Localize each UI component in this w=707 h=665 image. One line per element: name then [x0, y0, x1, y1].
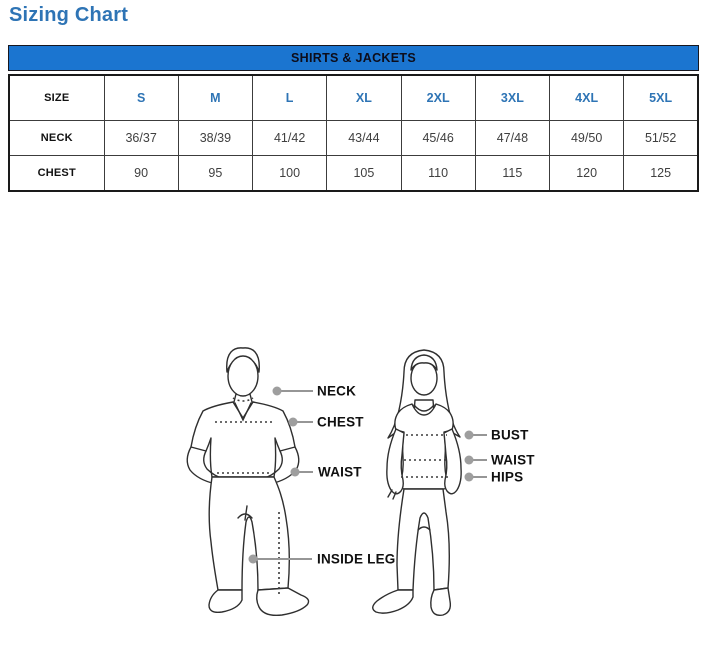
- table-cell: 38/39: [177, 120, 254, 156]
- table-cell: 51/52: [623, 120, 699, 156]
- male-figure: [186, 347, 310, 617]
- column-header-s: S: [103, 74, 179, 121]
- waist-marker-dot: [290, 467, 300, 477]
- female-hair-fringe: [410, 354, 438, 371]
- column-header-size: SIZE: [8, 74, 105, 121]
- chest-marker-dot: [288, 417, 298, 427]
- column-header-l: L: [251, 74, 328, 121]
- female-waist-marker-dot: [464, 455, 474, 465]
- row-label-neck: NECK: [8, 120, 105, 156]
- table-cell: 95: [177, 155, 254, 192]
- female-left-foot: [372, 589, 414, 614]
- inside-leg-marker-dot: [248, 554, 258, 564]
- label-waist: WAIST: [318, 464, 362, 480]
- female-left-arm: [386, 428, 405, 495]
- female-figure: [372, 349, 462, 617]
- size-table: SIZE S M L XL 2XL 3XL 4XL 5XL NECK 36/37…: [8, 74, 699, 192]
- hips-marker-dot: [464, 472, 474, 482]
- table-row-chest: CHEST 90 95 100 105 110 115 120 125: [8, 155, 699, 192]
- label-connectors: [248, 386, 487, 564]
- male-right-foot: [256, 587, 310, 617]
- table-cell: 120: [548, 155, 625, 192]
- table-cell: 125: [623, 155, 699, 192]
- table-row-neck: NECK 36/37 38/39 41/42 43/44 45/46 47/48…: [8, 120, 699, 156]
- table-cell: 36/37: [103, 120, 179, 156]
- table-cell: 105: [326, 155, 402, 192]
- male-left-foot: [208, 589, 243, 614]
- table-cell: 45/46: [400, 120, 476, 156]
- label-bust: BUST: [491, 427, 529, 443]
- row-label-chest: CHEST: [8, 155, 105, 192]
- female-right-foot: [430, 587, 452, 617]
- male-shirt: [190, 401, 296, 478]
- sizing-table-section: SHIRTS & JACKETS SIZE S M L XL 2XL 3XL 4…: [8, 45, 699, 192]
- neck-dotted-line: [232, 397, 254, 402]
- table-cell: 47/48: [474, 120, 551, 156]
- male-trousers: [208, 476, 291, 591]
- table-caption: SHIRTS & JACKETS: [8, 45, 699, 71]
- table-cell: 41/42: [251, 120, 328, 156]
- bust-marker-dot: [464, 430, 474, 440]
- column-header-3xl: 3XL: [474, 74, 551, 121]
- label-inside-leg: INSIDE LEG: [317, 551, 396, 567]
- table-cell: 49/50: [548, 120, 625, 156]
- label-neck: NECK: [317, 383, 357, 399]
- female-top: [394, 403, 454, 490]
- female-trousers: [396, 488, 451, 591]
- neck-marker-dot: [272, 386, 282, 396]
- label-hips: HIPS: [491, 469, 524, 485]
- male-head: [227, 355, 259, 397]
- column-header-2xl: 2XL: [400, 74, 476, 121]
- female-right-arm: [443, 428, 462, 495]
- label-waist-female: WAIST: [491, 452, 535, 468]
- label-chest: CHEST: [317, 414, 364, 430]
- table-header-row: SIZE S M L XL 2XL 3XL 4XL 5XL: [8, 74, 699, 121]
- table-cell: 115: [474, 155, 551, 192]
- page-title: Sizing Chart: [9, 4, 129, 26]
- column-header-xl: XL: [326, 74, 402, 121]
